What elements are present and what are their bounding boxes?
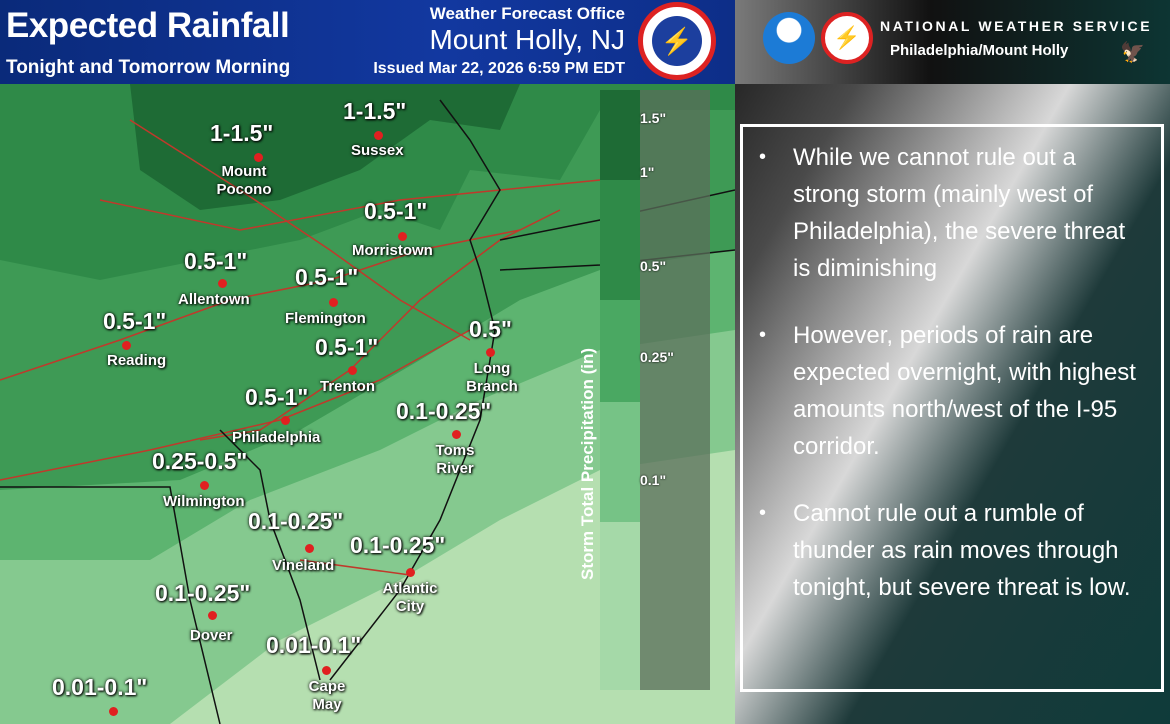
city-dot — [348, 366, 357, 375]
city-dot — [122, 341, 131, 350]
city-name: Mount Pocono — [216, 163, 272, 198]
city-name: Atlantic City — [382, 580, 438, 615]
city-dot — [486, 348, 495, 357]
city-dot — [218, 279, 227, 288]
city-amount: 0.5" — [469, 316, 512, 342]
city-dot — [109, 707, 118, 716]
city-name: Philadelphia — [232, 429, 321, 446]
city-name: Sussex — [351, 142, 404, 159]
agency-name: NATIONAL WEATHER SERVICE — [880, 18, 1153, 34]
rainfall-map: Expected Rainfall Tonight and Tomorrow M… — [0, 0, 735, 724]
lightning-icon: ⚡ — [833, 25, 861, 50]
city-name: Morristown — [352, 242, 433, 259]
band-gt1.5 — [130, 84, 520, 210]
briefing-text-box: While we cannot rule out a strong storm … — [740, 124, 1164, 692]
city-name: Reading — [107, 352, 167, 369]
city-amount: 1-1.5" — [210, 120, 274, 146]
legend-tick: 1" — [640, 164, 655, 180]
legend-bar — [600, 90, 640, 690]
bullet-item: However, periods of rain are expected ov… — [759, 317, 1147, 465]
legend-track — [640, 90, 710, 690]
city-name: Long Branch — [466, 360, 518, 395]
city-dot — [208, 611, 217, 620]
map-title: Expected Rainfall — [6, 6, 290, 45]
noaa-logo — [763, 12, 815, 64]
city-dot — [374, 131, 383, 140]
city-amount: 0.1-0.25" — [396, 398, 492, 424]
nws-logo-small: ⚡ — [821, 12, 873, 64]
city-name: Cape May — [308, 678, 346, 713]
city-name: Allentown — [178, 291, 250, 308]
office-name: Philadelphia/Mount Holly — [890, 42, 1069, 59]
roads — [0, 119, 601, 576]
city-amount: 0.5-1" — [315, 334, 379, 360]
city-amount: 0.1-0.25" — [350, 532, 446, 558]
city-dot — [398, 232, 407, 241]
city-name: Dover — [190, 627, 233, 644]
city-name: Wilmington — [163, 493, 245, 510]
city-dot — [305, 544, 314, 553]
city-dot — [329, 298, 338, 307]
bullet-item: Cannot rule out a rumble of thunder as r… — [759, 495, 1147, 606]
eagle-icon: 🦅 — [1120, 42, 1145, 64]
city-amount: 0.01-0.1" — [266, 632, 362, 658]
legend-tick: 1.5" — [640, 110, 667, 126]
nws-logo: ⚡ — [638, 2, 716, 80]
city-name: Trenton — [320, 378, 375, 395]
city-dot — [254, 153, 263, 162]
city-dot — [322, 666, 331, 675]
city-dot — [406, 568, 415, 577]
city-name: Vineland — [272, 557, 335, 574]
office-name: Mount Holly, NJ — [429, 24, 625, 55]
issued-time: Issued Mar 22, 2026 6:59 PM EDT — [373, 60, 625, 77]
band-0.01-0.1 — [170, 450, 735, 724]
city-amount: 0.5-1" — [364, 198, 428, 224]
city-dot — [200, 481, 209, 490]
city-dot — [281, 416, 290, 425]
office-label: Weather Forecast Office — [429, 4, 625, 23]
city-amount: 0.1-0.25" — [248, 508, 344, 534]
map-subtitle: Tonight and Tomorrow Morning — [6, 57, 291, 78]
legend-tick: 0.5" — [640, 258, 667, 274]
city-amount: 0.25-0.5" — [152, 448, 248, 474]
nws-branding: ⚡ NATIONAL WEATHER SERVICE Philadelphia/… — [735, 0, 1170, 84]
city-dot — [452, 430, 461, 439]
legend-tick: 0.25" — [640, 349, 674, 365]
map-header: Expected Rainfall Tonight and Tomorrow M… — [0, 0, 735, 84]
city-amount: 1-1.5" — [343, 98, 407, 124]
legend-tick: 0.1" — [640, 472, 667, 488]
city-amount: 0.1-0.25" — [155, 580, 251, 606]
info-side-panel: ⚡ NATIONAL WEATHER SERVICE Philadelphia/… — [735, 0, 1170, 724]
city-name: Flemington — [285, 310, 366, 327]
legend-title: Storm Total Precipitation (in) — [578, 347, 597, 580]
city-amount: 0.5-1" — [245, 384, 309, 410]
city-name: Toms River — [435, 442, 475, 477]
city-amount: 0.5-1" — [184, 248, 248, 274]
city-amount: 0.5-1" — [103, 308, 167, 334]
bullet-item: While we cannot rule out a strong storm … — [759, 139, 1147, 287]
lightning-icon: ⚡ — [652, 16, 702, 66]
city-amount: 0.5-1" — [295, 264, 359, 290]
city-amount: 0.01-0.1" — [52, 674, 148, 700]
